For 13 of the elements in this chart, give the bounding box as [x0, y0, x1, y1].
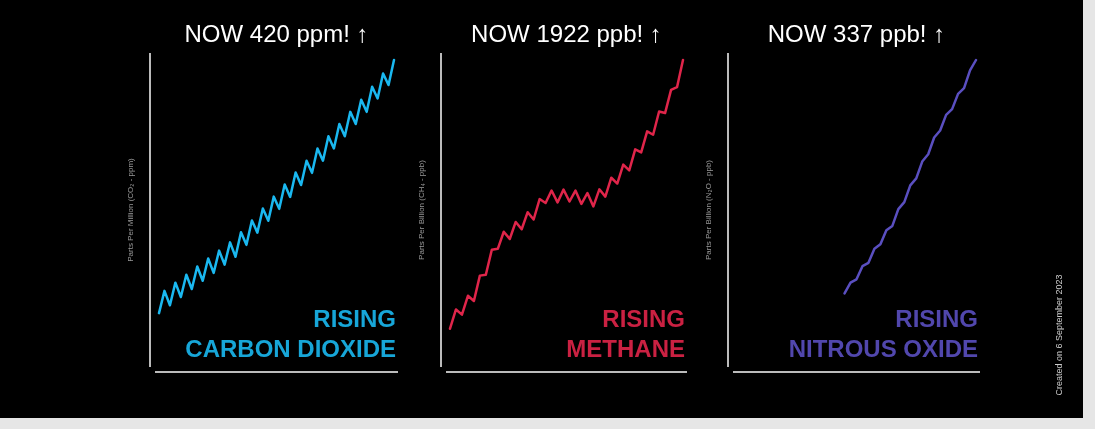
- chart-title: NOW 337 ppb! ↑: [767, 20, 946, 47]
- y-axis-title: Parts Per Billion (N₂O - ppb): [704, 159, 713, 261]
- annotation: CARBON DIOXIDE: [185, 335, 396, 362]
- text: Created on 6 September 2023: [1054, 274, 1064, 396]
- chart-title: NOW 1922 ppb! ↑: [471, 20, 662, 47]
- y-axis-title: Parts Per Million (CO₂ - ppm): [126, 157, 135, 262]
- annotation: METHANE: [566, 335, 685, 362]
- annotation: RISING: [602, 305, 685, 332]
- annotation: RISING: [895, 305, 978, 332]
- annotation: NITROUS OXIDE: [788, 335, 978, 362]
- y-axis-title: Parts Per Billion (CH₄ - ppb): [417, 159, 426, 260]
- chart-title: NOW 420 ppm! ↑: [184, 20, 369, 47]
- annotation: RISING: [313, 305, 396, 332]
